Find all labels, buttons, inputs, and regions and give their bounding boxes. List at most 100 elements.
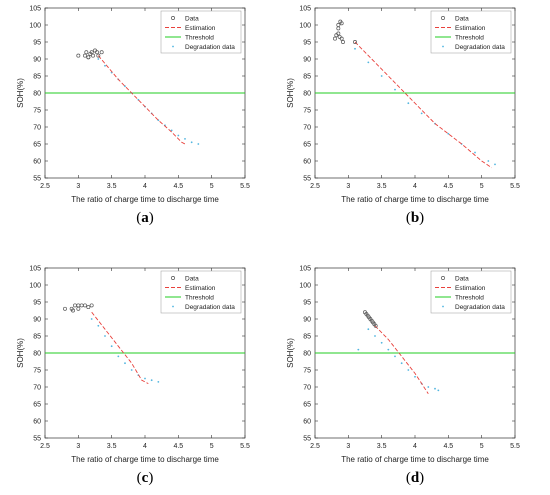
legend: Data Estimation Threshold Degradation data [160,10,242,54]
data-point [91,53,95,58]
data-point [86,55,91,60]
legend-entry: Estimation [455,25,486,32]
y-tick-label: 95 [303,300,311,307]
legend-marker-data [441,276,445,280]
y-tick-label: 90 [33,57,41,64]
degradation-point [394,355,396,358]
x-tick-label: 3 [76,183,80,190]
data-point [86,305,91,310]
y-tick-label: 95 [33,40,41,47]
degradation-point [447,132,450,135]
legend-entry: Threshold [455,34,484,41]
degradation-point [380,341,383,344]
data-point [336,23,341,27]
legend-marker-data [441,16,445,20]
x-tick-label: 3.5 [107,183,117,190]
data-point [71,308,75,313]
legend-entry: Threshold [455,294,484,301]
data-point [353,40,357,44]
data-point [95,50,99,55]
y-tick-label: 85 [303,74,311,81]
legend-entry: Estimation [455,285,486,292]
x-tick-label: 4.5 [443,443,453,450]
degradation-point [157,381,160,383]
x-tick-label: 4 [413,443,417,450]
data-point [89,303,94,308]
y-tick-label: 60 [303,159,311,166]
y-tick-label: 105 [29,266,41,273]
y-tick-label: 70 [33,385,41,392]
degradation-point [437,389,440,392]
legend-marker-data [171,16,175,20]
x-tick-label: 2.5 [40,183,50,190]
estimation-line [354,41,492,169]
x-tick-label: 2.5 [310,183,320,190]
y-tick-label: 70 [303,385,311,392]
y-tick-label: 95 [33,300,41,307]
legend-entry: Data [455,275,469,282]
y-tick-label: 80 [33,91,41,98]
y-tick-label: 65 [33,402,41,409]
data-point [83,303,87,308]
legend-entry: Degradation data [185,304,235,311]
degradation-point [394,88,396,91]
degradation-point [487,160,490,162]
degradation-point [414,375,416,378]
x-tick-label: 4 [413,183,417,190]
legend-marker-degradation [442,305,444,308]
degradation-point [374,335,376,337]
degradation-point [150,379,153,382]
y-tick-label: 105 [299,266,311,273]
x-tick-label: 5 [210,183,214,190]
y-tick-label: 70 [303,125,311,132]
degradation-point [387,348,390,351]
legend-entry: Degradation data [185,44,235,51]
degradation-point [400,362,403,365]
y-tick-label: 105 [29,6,41,13]
legend-entry: Data [455,15,469,22]
degradation-point [97,58,100,60]
y-tick-label: 65 [303,142,311,149]
legend-entry: Degradation data [455,44,505,51]
y-tick-label: 105 [299,6,311,13]
data-point [96,53,101,58]
legend-entry: Threshold [185,34,214,41]
legend: Data Estimation Threshold Degradation data [430,10,512,54]
y-tick-label: 80 [303,91,311,98]
data-point [99,50,104,55]
legend: Data Estimation Threshold Degradation data [160,270,242,314]
degradation-point [124,362,126,365]
y-tick-label: 100 [29,283,41,290]
degradation-point [474,151,476,154]
degradation-point [97,324,100,327]
degradation-point [130,369,133,371]
legend: Data Estimation Threshold Degradation data [430,270,512,314]
panel-caption-a: (a) [136,210,154,226]
x-axis-label: The ratio of charge time to discharge ti… [71,195,219,204]
degradation-point [104,64,106,67]
degradation-point [170,129,173,132]
y-tick-label: 70 [33,125,41,132]
chart-panel-b: 2.5 3 3.5 4 4.5 5 5.5 55 60 65 70 75 80 85 90 95 100 105 T… [286,6,520,205]
chart-panel-c: 2.5 3 3.5 4 4.5 5 5.5 55 60 65 70 75 80 85 90 95 100 105 T… [16,266,250,465]
panel-caption-c: (c) [136,470,154,486]
degradation-point [357,348,360,351]
x-axis-label: The ratio of charge time to discharge ti… [341,455,489,464]
degradation-point [427,386,430,388]
estimation-line [97,55,186,145]
x-tick-label: 4.5 [443,183,453,190]
data-point [373,323,378,328]
data-point [333,36,337,41]
degradation-point [420,112,423,115]
degradation-point [434,387,436,390]
chart-panel-d: 2.5 3 3.5 4 4.5 5 5.5 55 60 65 70 75 80 85 90 95 100 105 T… [286,266,520,465]
degradation-point [104,335,106,337]
y-tick-label: 55 [303,176,311,183]
data-point [83,53,87,58]
data-point [339,21,344,26]
y-tick-label: 100 [299,283,311,290]
estimation-line [91,311,149,385]
degradation-point [117,355,120,358]
x-axis-label: The ratio of charge time to discharge ti… [341,195,489,204]
degradation-point [367,61,370,64]
